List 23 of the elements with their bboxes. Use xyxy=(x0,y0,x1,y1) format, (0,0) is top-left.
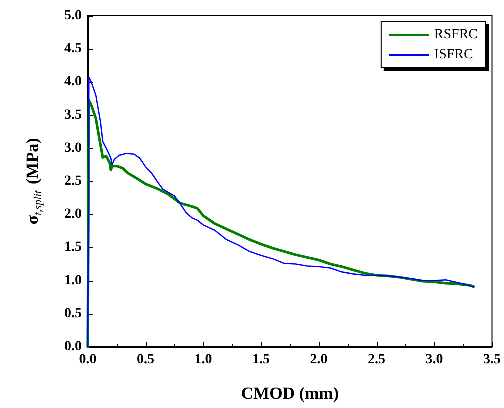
x-tick-label: 0.0 xyxy=(79,352,97,368)
x-tick-label: 1.5 xyxy=(252,352,270,368)
legend-label: ISFRC xyxy=(434,48,474,62)
legend-label: RSFRC xyxy=(434,28,478,42)
x-tick-label: 1.0 xyxy=(194,352,212,368)
y-axis-title: σt,split (MPa) xyxy=(23,138,44,225)
x-axis-title: CMOD (mm) xyxy=(241,384,339,403)
y-tick-label: 0.0 xyxy=(64,340,82,354)
x-tick-label: 0.5 xyxy=(137,352,154,368)
y-tick-label: 2.0 xyxy=(64,207,82,222)
y-tick-label: 5.0 xyxy=(64,8,82,24)
y-tick-label: 1.5 xyxy=(64,240,82,256)
y-tick-label: 4.0 xyxy=(64,74,82,90)
y-tick-label: 0.5 xyxy=(64,306,82,322)
y-tick-label: 3.5 xyxy=(64,108,82,123)
x-tick-label: 3.0 xyxy=(426,352,444,368)
x-tick-label: 2.0 xyxy=(310,352,328,368)
y-tick-label: 1.0 xyxy=(64,273,82,288)
x-tick-label: 3.5 xyxy=(484,352,501,368)
y-tick-label: 3.0 xyxy=(64,140,82,156)
y-tick-label: 4.5 xyxy=(64,42,82,57)
y-tick-label: 2.5 xyxy=(64,174,82,189)
x-tick-label: 2.5 xyxy=(368,352,386,368)
